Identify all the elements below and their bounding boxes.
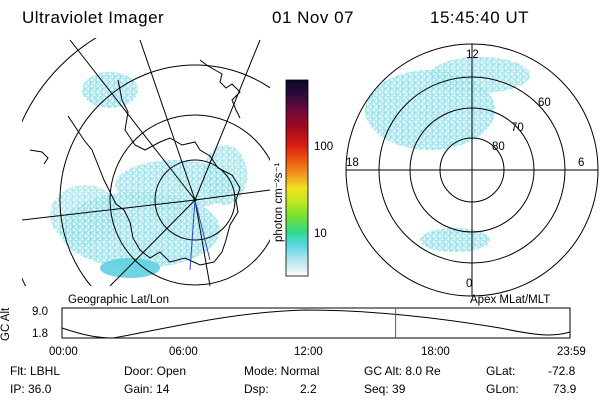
colorbar: [285, 79, 309, 277]
altitude-y-min: 1.8: [32, 328, 48, 340]
time-label: 15:45:40 UT: [430, 8, 530, 27]
gc-alt-info: GC Alt: 8.0 Re: [364, 364, 441, 378]
altitude-plot: [61, 307, 571, 339]
dsp-label: Dsp:: [244, 382, 269, 396]
x-tick-0000: 00:00: [49, 346, 78, 358]
x-tick-1200: 12:00: [294, 346, 323, 358]
mlt-dial-label: Apex MLat/MLT: [470, 294, 551, 306]
mode-info: Mode: Normal: [244, 364, 320, 378]
altitude-y-max: 9.0: [32, 306, 48, 318]
glat-value: -72.8: [548, 364, 576, 378]
date-label: 01 Nov 07: [272, 8, 354, 27]
seq-info: Seq: 39: [364, 382, 406, 396]
altitude-y-title: GC Alt: [0, 307, 12, 341]
x-tick-0600: 06:00: [169, 346, 198, 358]
glon-value: 73.9: [553, 382, 577, 396]
door-info: Door: Open: [124, 364, 187, 378]
glon-label: GLon:: [486, 382, 519, 396]
mlat-label-80: 80: [492, 141, 505, 153]
instrument-title: Ultraviolet Imager: [22, 8, 165, 27]
aurora-region: [100, 258, 160, 278]
coastline-icon: [67, 79, 241, 266]
x-tick-1800: 18:00: [421, 346, 450, 358]
ip-info: IP: 36.0: [10, 382, 52, 396]
altitude-series-line: [61, 309, 571, 339]
aurora-region: [430, 57, 530, 93]
x-tick-2359: 23:59: [557, 346, 586, 358]
mlt-label-18: 18: [346, 157, 359, 169]
pole-marker-icon: [193, 198, 197, 202]
mlat-label-70: 70: [511, 122, 524, 134]
filter-info: Flt: LBHL: [10, 364, 61, 378]
dsp-value: 2.2: [300, 382, 317, 396]
mlt-label-0: 0: [466, 278, 473, 290]
geo-map-label: Geographic Lat/Lon: [68, 294, 170, 306]
aurora-region: [203, 145, 247, 205]
mlt-label-12: 12: [466, 49, 479, 61]
aurora-region: [50, 185, 120, 245]
mlat-label-60: 60: [538, 97, 551, 109]
glat-label: GLat:: [486, 364, 516, 378]
colorbar-tick-100: 100: [314, 141, 334, 153]
colorbar-tick-10: 10: [314, 228, 327, 240]
mlt-label-6: 6: [578, 157, 585, 169]
gain-info: Gain: 14: [124, 382, 170, 396]
aurora-region: [82, 72, 138, 108]
